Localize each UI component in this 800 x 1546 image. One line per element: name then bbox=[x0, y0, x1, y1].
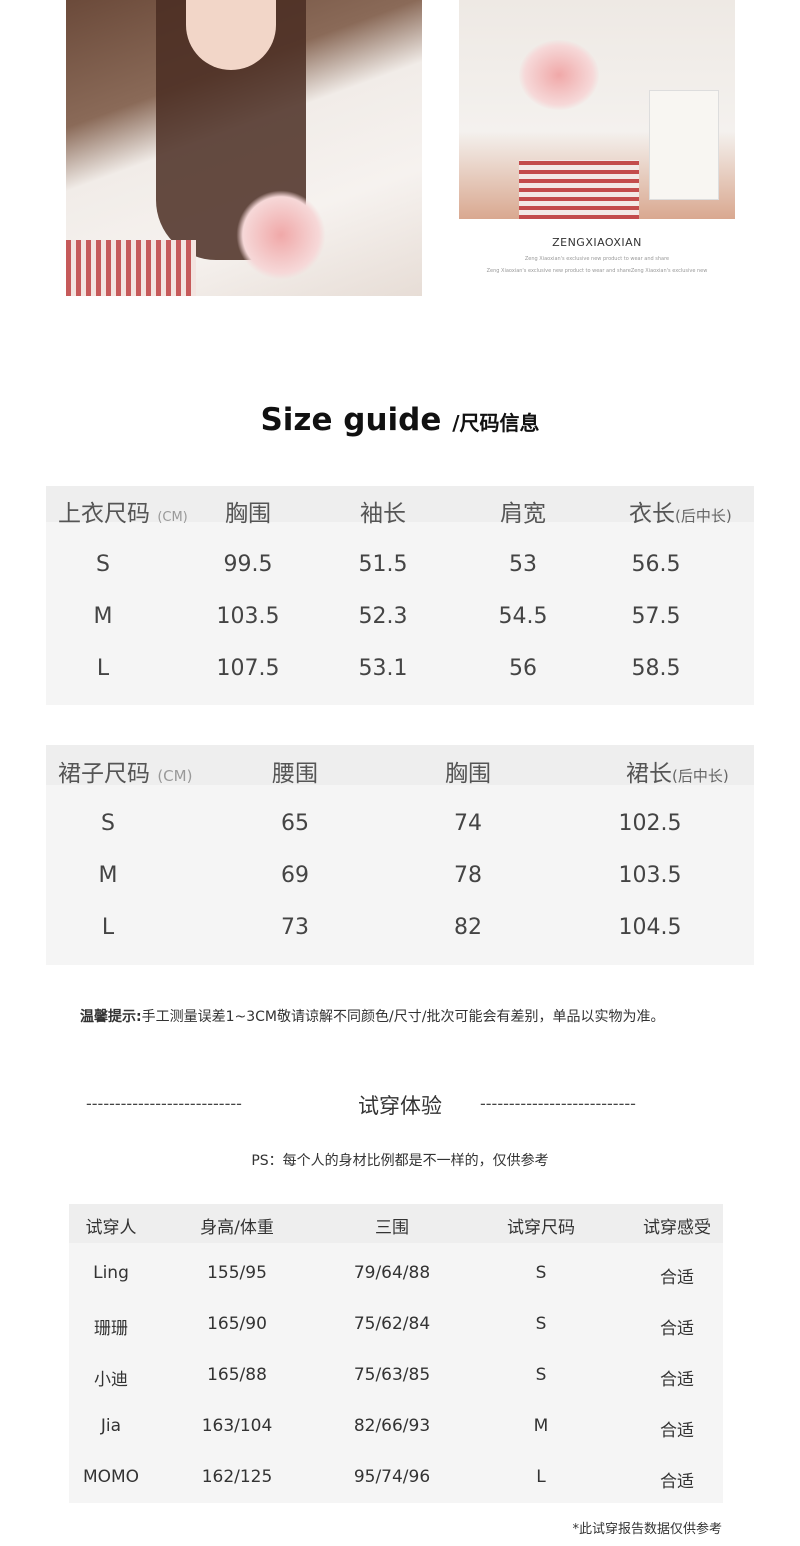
table-cell: S bbox=[535, 1314, 547, 1334]
table-cell: 104.5 bbox=[618, 915, 682, 940]
table-cell: 103.5 bbox=[618, 863, 682, 888]
table-cell: 合适 bbox=[660, 1421, 694, 1441]
table-cell: 身高/体重 bbox=[200, 1218, 274, 1238]
brand-name: ZENGXIAOXIAN bbox=[552, 236, 642, 249]
top-size-table: 上衣尺码 (CM) 胸围 袖长 肩宽 衣长(后中长) S 99.5 51.5 53 56… bbox=[46, 486, 754, 705]
table-cell: 58.5 bbox=[631, 656, 681, 681]
table-cell: 57.5 bbox=[631, 604, 681, 629]
column-header: 肩宽 bbox=[500, 501, 546, 527]
table-cell: 82/66/93 bbox=[353, 1416, 431, 1436]
table-label: 上衣尺码 (CM) bbox=[58, 501, 188, 527]
table-cell: 103.5 bbox=[216, 604, 280, 629]
table-cell: 163/104 bbox=[201, 1416, 273, 1436]
table-cell: 合适 bbox=[660, 1268, 694, 1288]
table-cell: M bbox=[98, 863, 118, 888]
table-cell: 79/64/88 bbox=[353, 1263, 431, 1283]
table-cell: 52.3 bbox=[358, 604, 408, 629]
table-cell: 试穿感受 bbox=[643, 1218, 711, 1238]
table-cell: 165/88 bbox=[207, 1365, 267, 1385]
brand-tagline-1: Zeng Xiaoxian's exclusive new product to… bbox=[524, 256, 670, 262]
table-cell: S bbox=[101, 811, 115, 836]
table-cell: 73 bbox=[281, 915, 309, 940]
table-cell: 107.5 bbox=[216, 656, 280, 681]
table-cell: 56.5 bbox=[631, 552, 681, 577]
table-cell: 小迪 bbox=[94, 1370, 128, 1390]
size-guide-title: Size guide /尺码信息 bbox=[260, 402, 540, 438]
column-header: 裙长(后中长) bbox=[626, 761, 729, 787]
brand-tagline-2: Zeng Xiaoxian's exclusive new product to… bbox=[486, 268, 708, 274]
table-cell: 75/62/84 bbox=[353, 1314, 431, 1334]
table-cell: S bbox=[535, 1365, 547, 1385]
trial-footnote: *此试穿报告数据仅供参考 bbox=[572, 1522, 722, 1537]
table-cell: 珊珊 bbox=[94, 1319, 128, 1339]
trial-title: 试穿体验 bbox=[358, 1094, 442, 1118]
column-header: 衣长(后中长) bbox=[629, 501, 732, 527]
table-cell: L bbox=[536, 1467, 546, 1487]
skirt-size-table: 裙子尺码 (CM) 腰围 胸围 裙长(后中长) S 65 74 102.5 M 69 78 1… bbox=[46, 745, 754, 965]
table-cell: 65 bbox=[281, 811, 309, 836]
trial-ps-note: PS：每个人的身材比例都是不一样的，仅供参考 bbox=[251, 1153, 549, 1169]
table-cell: 合适 bbox=[660, 1370, 694, 1390]
product-photo-detail bbox=[459, 0, 735, 219]
table-cell: L bbox=[96, 656, 110, 681]
table-cell: S bbox=[96, 552, 110, 577]
product-photo-model bbox=[66, 0, 422, 296]
trial-table: 试穿人 身高/体重 三围 试穿尺码 试穿感受 Ling 155/95 79/64/88 S 合适珊… bbox=[69, 1204, 723, 1503]
table-cell: M bbox=[93, 604, 113, 629]
table-cell: 53.1 bbox=[358, 656, 408, 681]
table-cell: 试穿尺码 bbox=[507, 1218, 575, 1238]
table-cell: 75/63/85 bbox=[353, 1365, 431, 1385]
table-cell: 51.5 bbox=[358, 552, 408, 577]
table-cell: Ling bbox=[93, 1263, 129, 1283]
table-cell: 82 bbox=[454, 915, 482, 940]
column-header: 胸围 bbox=[445, 761, 491, 787]
table-cell: M bbox=[533, 1416, 549, 1436]
notice: 温馨提示:手工测量误差1~3CM敬请谅解不同颜色/尺寸/批次可能会有差别，单品以… bbox=[80, 1009, 665, 1025]
column-header: 袖长 bbox=[360, 501, 406, 527]
column-header: 腰围 bbox=[272, 761, 318, 787]
divider-left: --------------------------- bbox=[86, 1094, 242, 1113]
table-cell: 95/74/96 bbox=[353, 1467, 431, 1487]
table-cell: 162/125 bbox=[201, 1467, 273, 1487]
table-cell: 53 bbox=[509, 552, 537, 577]
column-header: 胸围 bbox=[225, 501, 271, 527]
table-cell: 155/95 bbox=[207, 1263, 267, 1283]
table-cell: Jia bbox=[100, 1416, 122, 1436]
divider-right: --------------------------- bbox=[480, 1094, 636, 1113]
table-cell: L bbox=[101, 915, 115, 940]
table-cell: S bbox=[535, 1263, 547, 1283]
table-cell: 合适 bbox=[660, 1472, 694, 1492]
table-label: 裙子尺码 (CM) bbox=[58, 761, 193, 787]
table-cell: 试穿人 bbox=[85, 1218, 137, 1238]
table-cell: 165/90 bbox=[207, 1314, 267, 1334]
table-cell: 78 bbox=[454, 863, 482, 888]
table-cell: 102.5 bbox=[618, 811, 682, 836]
table-cell: 合适 bbox=[660, 1319, 694, 1339]
table-cell: 54.5 bbox=[498, 604, 548, 629]
table-cell: 56 bbox=[509, 656, 537, 681]
table-cell: 99.5 bbox=[223, 552, 273, 577]
table-cell: 三围 bbox=[375, 1218, 409, 1238]
table-cell: 74 bbox=[454, 811, 482, 836]
table-cell: 69 bbox=[281, 863, 309, 888]
table-cell: MOMO bbox=[82, 1467, 140, 1487]
